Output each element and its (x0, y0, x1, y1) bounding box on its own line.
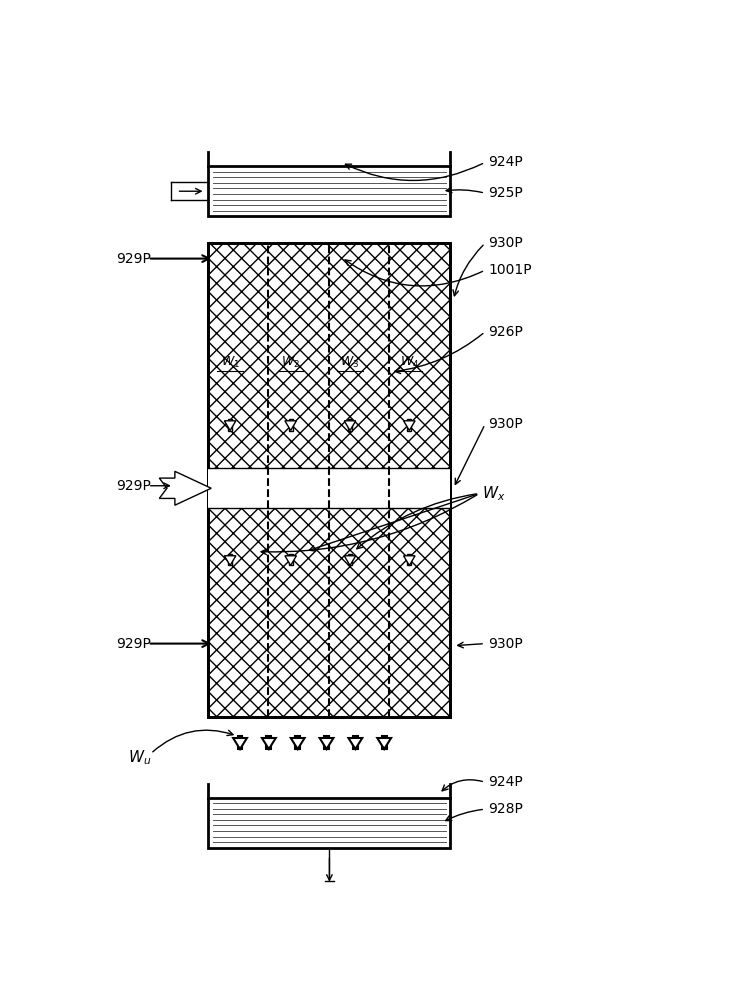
Bar (208, 468, 451, 508)
Polygon shape (344, 556, 356, 565)
Bar (237, 736, 243, 749)
Bar (353, 736, 358, 749)
Bar (407, 554, 411, 565)
Polygon shape (225, 556, 236, 565)
Text: 1001P: 1001P (488, 263, 532, 277)
Text: 929P: 929P (116, 252, 151, 266)
Polygon shape (348, 738, 362, 749)
Polygon shape (159, 471, 211, 505)
Text: $W_3$: $W_3$ (340, 355, 359, 370)
Text: 929P: 929P (116, 479, 151, 493)
Bar (208, 243, 451, 717)
Text: 925P: 925P (488, 186, 523, 200)
Text: 930P: 930P (488, 236, 523, 250)
Text: 928P: 928P (488, 802, 523, 816)
Bar (348, 419, 352, 431)
Polygon shape (403, 421, 415, 431)
Polygon shape (262, 738, 276, 749)
Text: $W_x$: $W_x$ (482, 484, 506, 503)
Polygon shape (377, 738, 391, 749)
Text: $W_1$: $W_1$ (220, 355, 240, 370)
Polygon shape (233, 738, 247, 749)
Bar (208, 166, 451, 216)
Bar (382, 736, 387, 749)
Bar (208, 798, 451, 848)
Bar (348, 554, 352, 565)
Text: $W_4$: $W_4$ (400, 355, 419, 370)
Polygon shape (403, 556, 415, 565)
Bar (324, 736, 329, 749)
Bar (407, 419, 411, 431)
Text: 930P: 930P (488, 637, 523, 651)
Bar (289, 554, 292, 565)
Polygon shape (225, 421, 236, 431)
Text: 926P: 926P (488, 325, 523, 339)
Polygon shape (285, 556, 296, 565)
Bar (228, 554, 232, 565)
Text: 924P: 924P (488, 155, 523, 169)
Bar (295, 736, 300, 749)
Text: 930P: 930P (488, 417, 523, 431)
Polygon shape (344, 421, 356, 431)
Bar (289, 419, 292, 431)
Polygon shape (320, 738, 333, 749)
Bar (228, 419, 232, 431)
Bar (266, 736, 272, 749)
Polygon shape (291, 738, 304, 749)
Text: 924P: 924P (488, 775, 523, 789)
Bar (208, 243, 451, 717)
Polygon shape (285, 421, 296, 431)
Text: $W_u$: $W_u$ (128, 748, 151, 767)
Text: 929P: 929P (116, 637, 151, 651)
Text: $W_2$: $W_2$ (281, 355, 300, 370)
